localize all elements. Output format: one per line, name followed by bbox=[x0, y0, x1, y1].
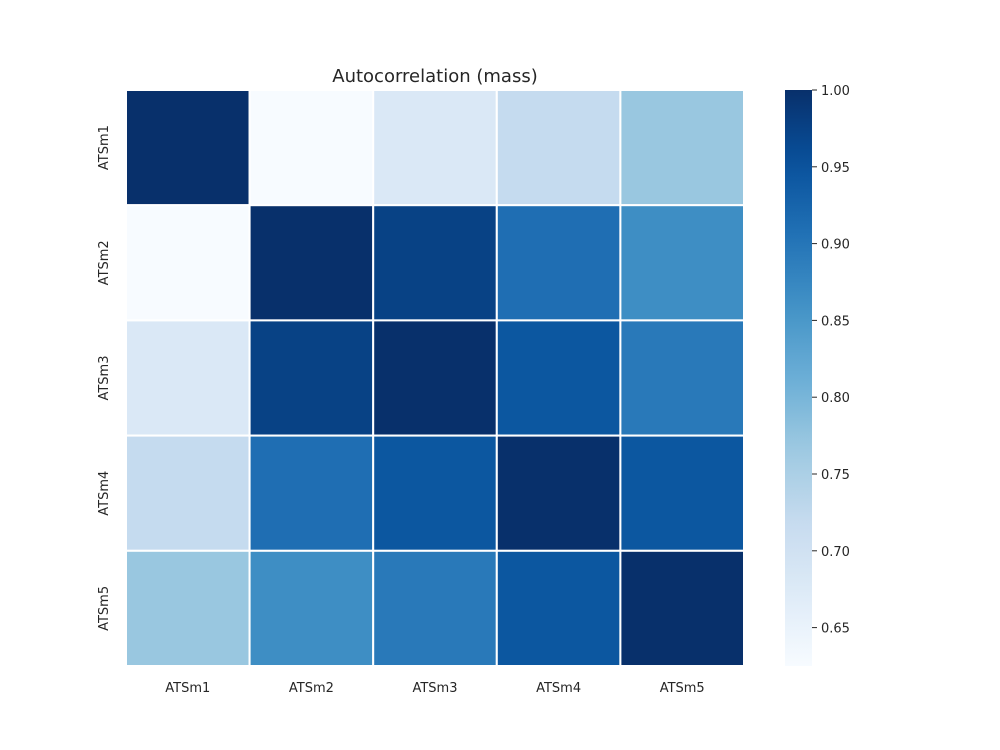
heatmap-cell-ATSm5-ATSm1 bbox=[125, 549, 251, 667]
heatmap-cell-ATSm2-ATSm3 bbox=[372, 204, 498, 322]
colorbar-tick-label: 0.75 bbox=[821, 468, 850, 483]
x-tick-label: ATSm4 bbox=[536, 681, 581, 696]
colorbar-tick-label: 0.85 bbox=[821, 314, 850, 329]
heatmap-cell-ATSm4-ATSm5 bbox=[619, 434, 746, 552]
y-tick-label: ATSm2 bbox=[97, 240, 112, 285]
colorbar-tick-label: 0.90 bbox=[821, 238, 850, 253]
x-tick-label: ATSm1 bbox=[165, 681, 210, 696]
heatmap-cell-ATSm2-ATSm2 bbox=[248, 204, 375, 322]
heatmap-cell-ATSm1-ATSm5 bbox=[619, 89, 746, 207]
colorbar-tick-label: 0.95 bbox=[821, 161, 850, 176]
heatmap-cell-ATSm1-ATSm1 bbox=[125, 89, 251, 207]
colorbar-ticks: 0.65 0.70 0.75 0.80 0.85 0.90 0.95 1.00 bbox=[812, 84, 850, 637]
y-tick-label: ATSm1 bbox=[97, 125, 112, 170]
y-tick-labels: ATSm1 ATSm2 ATSm3 ATSm4 ATSm5 bbox=[97, 125, 112, 631]
heatmap-cell-ATSm5-ATSm5 bbox=[619, 549, 746, 667]
x-tick-label: ATSm2 bbox=[289, 681, 334, 696]
colorbar bbox=[785, 90, 812, 666]
y-tick-label: ATSm4 bbox=[97, 471, 112, 516]
heatmap-cell-ATSm3-ATSm4 bbox=[495, 319, 622, 437]
colorbar-tick-label: 0.80 bbox=[821, 391, 850, 406]
heatmap-cells bbox=[125, 89, 746, 667]
heatmap-cell-ATSm3-ATSm5 bbox=[619, 319, 746, 437]
chart-title: Autocorrelation (mass) bbox=[332, 66, 537, 87]
x-tick-label: ATSm3 bbox=[412, 681, 457, 696]
heatmap-cell-ATSm1-ATSm4 bbox=[495, 89, 622, 207]
heatmap-cell-ATSm5-ATSm3 bbox=[372, 549, 498, 667]
heatmap-cell-ATSm4-ATSm4 bbox=[495, 434, 622, 552]
heatmap-cell-ATSm5-ATSm4 bbox=[495, 549, 622, 667]
heatmap-cell-ATSm3-ATSm3 bbox=[372, 319, 498, 437]
heatmap-cell-ATSm2-ATSm4 bbox=[495, 204, 622, 322]
x-tick-label: ATSm5 bbox=[660, 681, 705, 696]
colorbar-tick-label: 1.00 bbox=[821, 84, 850, 99]
heatmap-cell-ATSm3-ATSm1 bbox=[125, 319, 251, 437]
heatmap-cell-ATSm2-ATSm5 bbox=[619, 204, 746, 322]
heatmap-cell-ATSm1-ATSm3 bbox=[372, 89, 498, 207]
heatmap-cell-ATSm3-ATSm2 bbox=[248, 319, 375, 437]
x-tick-labels: ATSm1 ATSm2 ATSm3 ATSm4 ATSm5 bbox=[165, 681, 704, 696]
heatmap-cell-ATSm4-ATSm1 bbox=[125, 434, 251, 552]
heatmap-cell-ATSm1-ATSm2 bbox=[248, 89, 375, 207]
heatmap-cell-ATSm2-ATSm1 bbox=[125, 204, 251, 322]
colorbar-tick-label: 0.70 bbox=[821, 545, 850, 560]
y-tick-label: ATSm3 bbox=[97, 355, 112, 400]
heatmap-cell-ATSm5-ATSm2 bbox=[248, 549, 375, 667]
heatmap-cell-ATSm4-ATSm3 bbox=[372, 434, 498, 552]
colorbar-tick-label: 0.65 bbox=[821, 622, 850, 637]
y-tick-label: ATSm5 bbox=[97, 586, 112, 631]
heatmap-cell-ATSm4-ATSm2 bbox=[248, 434, 375, 552]
